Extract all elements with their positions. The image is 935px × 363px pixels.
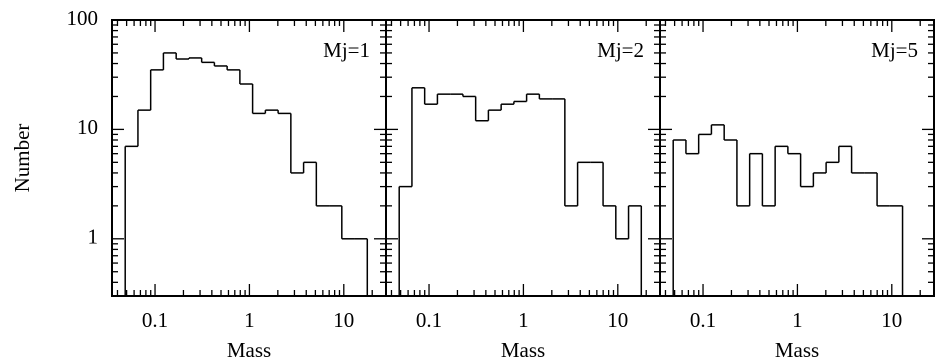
y-tick-label: 1 xyxy=(88,225,99,249)
x-axis-label: Mass xyxy=(227,338,271,362)
panel-label: Mj=2 xyxy=(597,38,644,62)
x-tick-label: 0.1 xyxy=(142,308,168,332)
y-tick-label: 100 xyxy=(67,6,99,30)
x-tick-label: 1 xyxy=(792,308,803,332)
x-tick-label: 1 xyxy=(244,308,255,332)
y-tick-label: 10 xyxy=(77,115,98,139)
plot-frame xyxy=(659,19,935,297)
panel-label: Mj=5 xyxy=(871,38,918,62)
x-tick-label: 10 xyxy=(333,308,354,332)
y-axis-label: Number xyxy=(10,124,34,193)
panel-label: Mj=1 xyxy=(323,38,370,62)
x-tick-label: 0.1 xyxy=(690,308,716,332)
x-axis-label: Mass xyxy=(775,338,819,362)
x-tick-label: 10 xyxy=(881,308,902,332)
x-tick-label: 10 xyxy=(607,308,628,332)
x-tick-label: 1 xyxy=(518,308,529,332)
x-tick-label: 0.1 xyxy=(416,308,442,332)
x-axis-label: Mass xyxy=(501,338,545,362)
